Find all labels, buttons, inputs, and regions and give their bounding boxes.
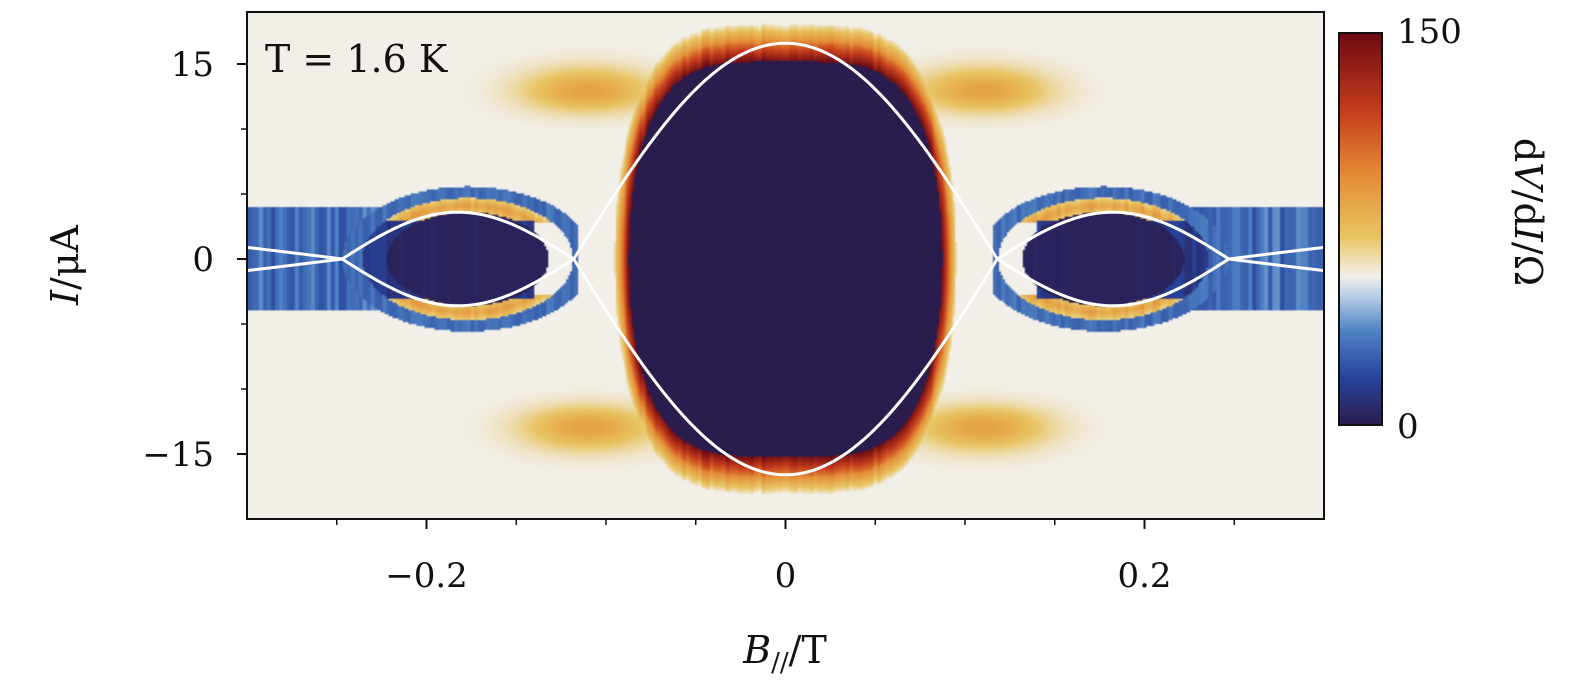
colorbar-label: dV/dI/Ω <box>1506 138 1550 286</box>
heatmap-plot-area <box>246 11 1325 520</box>
x-tick-label: 0 <box>775 556 797 596</box>
temperature-annotation: T = 1.6 K <box>265 37 448 81</box>
lower-envelope-curve <box>247 210 1324 477</box>
y-tick-label: 15 <box>171 45 214 85</box>
x-axis-ticks: −0.2 0 0.2 <box>336 519 1235 596</box>
colorbar-max-label: 150 <box>1397 12 1462 52</box>
heatmap-image <box>247 12 1324 519</box>
x-tick-label: −0.2 <box>385 556 468 596</box>
colorbar-frame <box>1338 32 1383 426</box>
x-tick-label: 0.2 <box>1117 556 1171 596</box>
y-axis-ticks: 15 0 −15 <box>142 45 247 475</box>
y-tick-label: 0 <box>192 240 214 280</box>
colorbar-min-label: 0 <box>1397 407 1419 447</box>
y-tick-label: −15 <box>142 435 214 475</box>
colorbar-gradient <box>1339 33 1382 425</box>
upper-envelope-curve <box>247 41 1324 308</box>
y-axis-label: I/μA <box>43 224 87 306</box>
colorbar: 150 0 dV/dI/Ω <box>1338 12 1550 447</box>
x-axis-label: B///T <box>742 628 827 678</box>
